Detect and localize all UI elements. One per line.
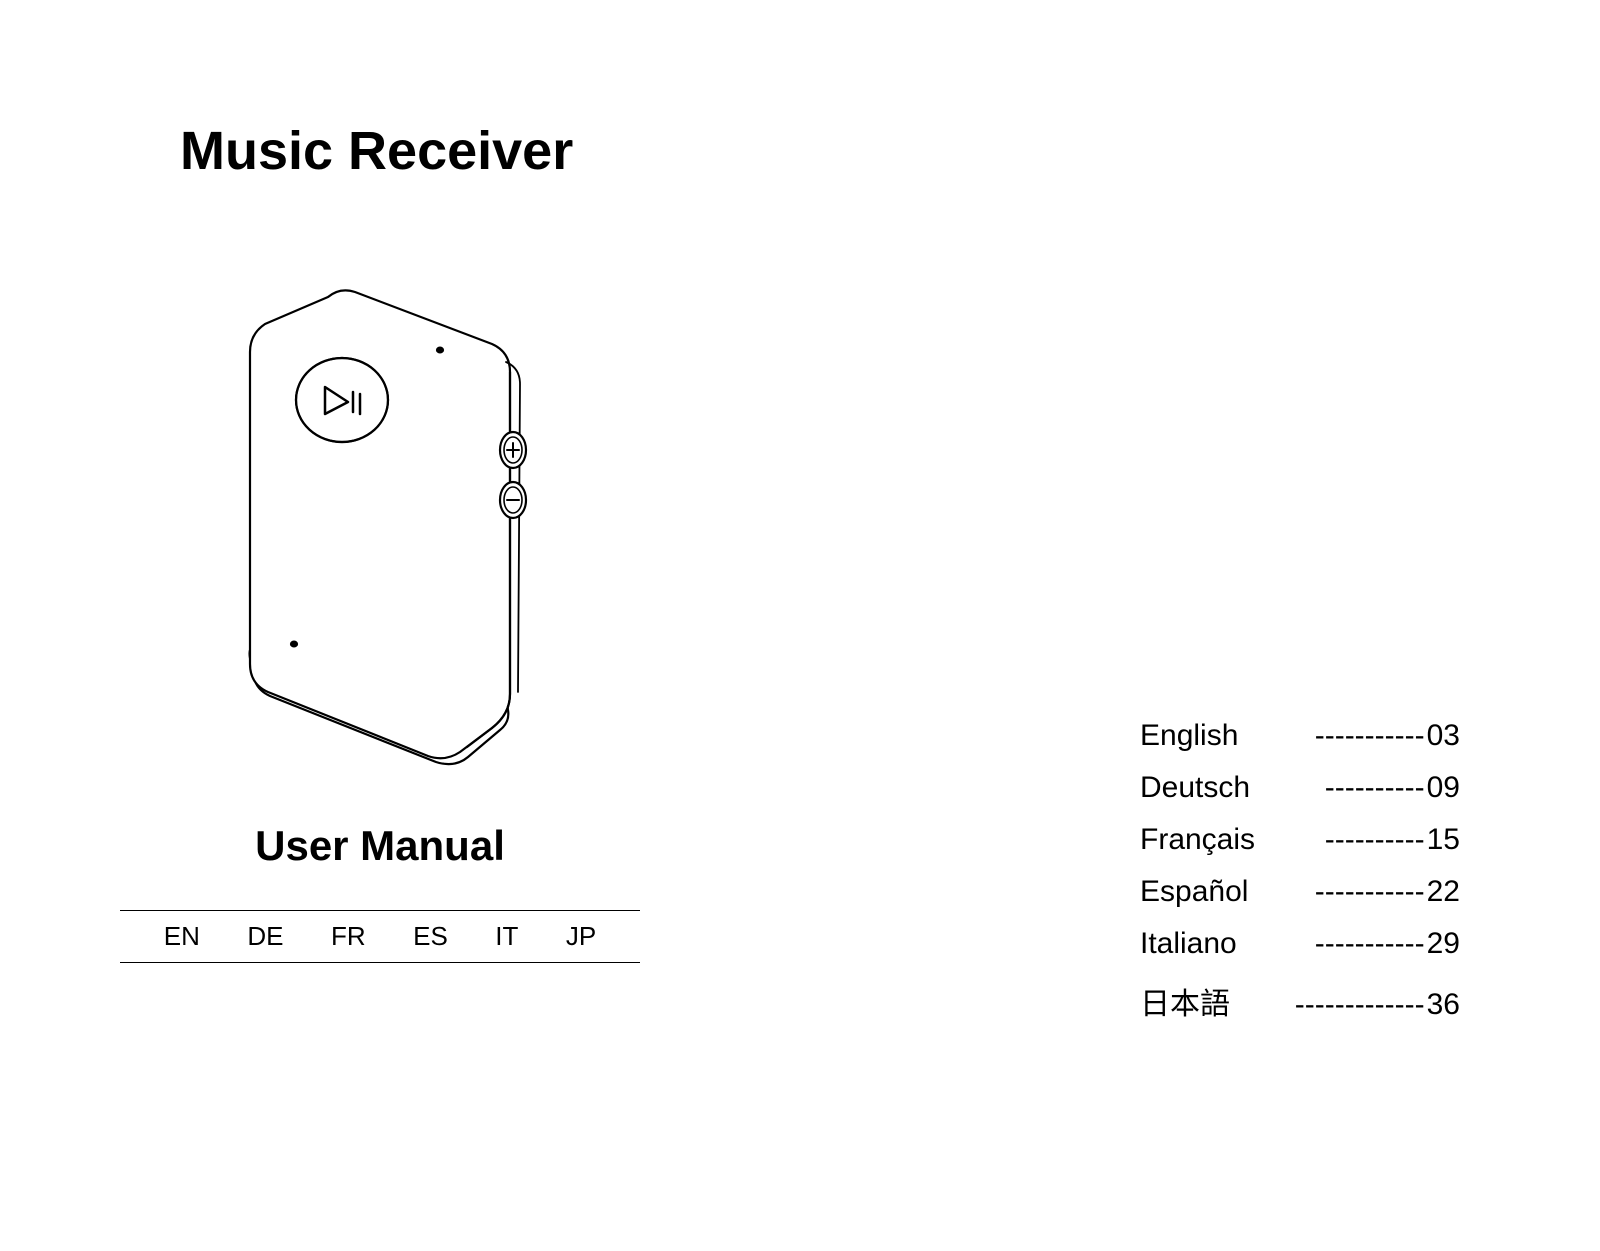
toc-entry: Español ----------- 22 [1140,875,1460,909]
language-code-row: EN DE FR ES IT JP [120,910,640,963]
toc-language: English [1140,719,1238,753]
lang-code: FR [331,921,366,952]
toc-language: Deutsch [1140,771,1250,805]
document-subtitle: User Manual [80,822,680,870]
toc-entry: Italiano ----------- 29 [1140,927,1460,961]
toc-leader: ----------- [1248,875,1426,909]
lang-code: EN [164,921,200,952]
lang-code: DE [247,921,283,952]
lang-code: IT [495,921,518,952]
toc-leader: ---------- [1255,823,1427,857]
table-of-contents: English ----------- 03 Deutsch ---------… [1140,719,1460,1041]
toc-leader: ----------- [1238,719,1426,753]
product-title: Music Receiver [180,120,680,182]
toc-entry: 日本語 ------------- 36 [1140,979,1460,1023]
toc-language: Français [1140,823,1255,857]
device-illustration [220,252,540,772]
toc-page-number: 09 [1427,771,1460,805]
toc-entry: Français ---------- 15 [1140,823,1460,857]
toc-leader: ---------- [1250,771,1427,805]
toc-leader: ----------- [1237,927,1427,961]
toc-entry: English ----------- 03 [1140,719,1460,753]
cover-left-panel: Music Receiver [80,120,680,963]
toc-language: 日本語 [1140,979,1230,1023]
toc-entry: Deutsch ---------- 09 [1140,771,1460,805]
toc-leader: ------------- [1230,988,1427,1022]
toc-language: Italiano [1140,927,1237,961]
toc-page-number: 36 [1427,988,1460,1022]
lang-code: ES [413,921,448,952]
lang-code: JP [566,921,596,952]
toc-page-number: 15 [1427,823,1460,857]
toc-page-number: 22 [1427,875,1460,909]
toc-page-number: 03 [1427,719,1460,753]
toc-page-number: 29 [1427,927,1460,961]
toc-language: Español [1140,875,1248,909]
